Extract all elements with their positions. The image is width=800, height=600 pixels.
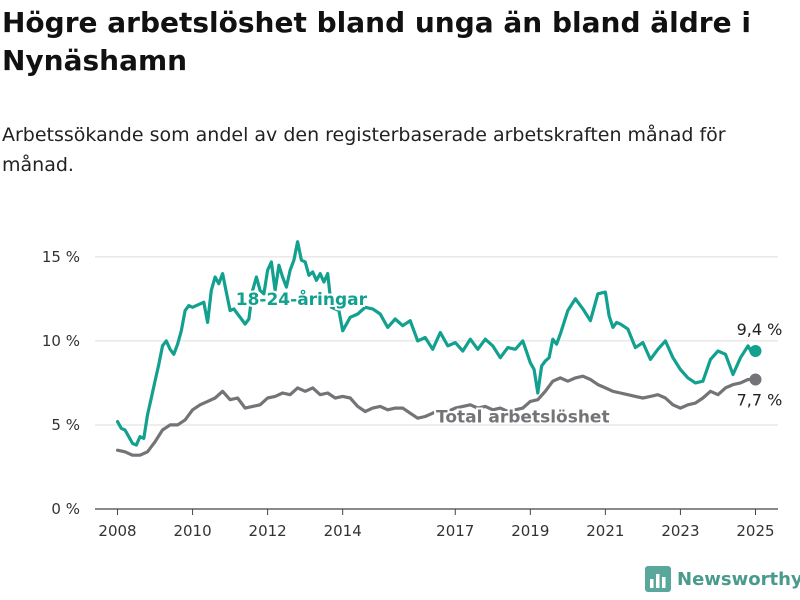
series-labels: 9,4 % 7,7 % 18-24-åringar Total arbetslöshe…	[234, 286, 783, 430]
y-tick-label: 5 %	[51, 416, 80, 434]
end-point-youth	[749, 344, 762, 357]
end-value-label-total: 7,7 %	[737, 391, 783, 410]
x-tick-label: 2014	[324, 522, 362, 540]
newsworthy-logo-icon	[645, 566, 671, 592]
chart-title: Högre arbetslöshet bland unga än bland ä…	[2, 6, 751, 77]
series-name-label-total: Total arbetslöshet	[436, 408, 610, 428]
series-name-label-youth: 18-24-åringar	[236, 288, 368, 310]
x-tick-label: 2025	[736, 522, 774, 540]
series-lines	[115, 240, 758, 457]
gridlines	[95, 256, 778, 510]
end-point-total	[749, 373, 762, 386]
x-tick-label: 2017	[436, 522, 474, 540]
y-tick-label: 0 %	[51, 500, 80, 518]
x-tick-label: 2019	[511, 522, 549, 540]
series-line-youth	[115, 240, 758, 447]
series-line-total	[115, 374, 758, 457]
x-tick-label: 2021	[586, 522, 624, 540]
x-tick-label: 2008	[98, 522, 136, 540]
end-value-label-youth: 9,4 %	[737, 320, 783, 339]
y-tick-label: 10 %	[42, 332, 80, 350]
y-tick-label: 15 %	[42, 248, 80, 266]
x-tick-label: 2010	[173, 522, 211, 540]
chart-subtitle: Arbetssökande som andel av den registerb…	[2, 124, 726, 176]
brand-name: Newsworthy	[677, 568, 800, 590]
axes: 0 % 5 % 10 % 15 % 2008 2010 2012 2014 2017 2019 20…	[42, 248, 775, 540]
x-tick-label: 2012	[249, 522, 287, 540]
brand-logo[interactable]: Newsworthy	[645, 566, 800, 592]
x-tick-label: 2023	[661, 522, 699, 540]
